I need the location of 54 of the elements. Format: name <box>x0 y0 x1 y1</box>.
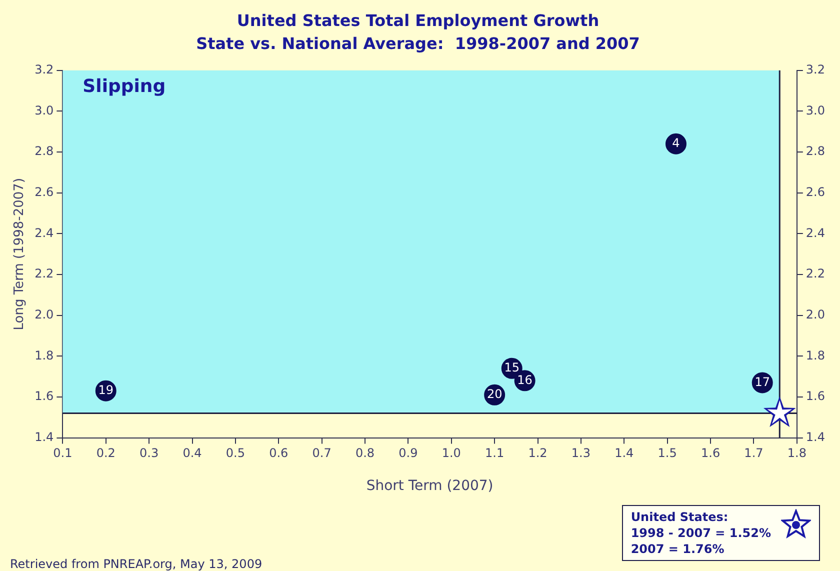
x-tick-label: 0.9 <box>398 446 418 460</box>
x-tick-label: 1.7 <box>744 446 764 460</box>
y2-tick-label: 2.6 <box>806 184 826 199</box>
y2-tick-label: 2.0 <box>806 307 826 322</box>
x-tick-label: 0.4 <box>182 446 202 460</box>
x-tick-label: 1.0 <box>442 446 461 460</box>
y-tick-label: 3.2 <box>34 62 54 77</box>
x-tick-label: 0.6 <box>269 446 288 460</box>
y2-tick-label: 2.2 <box>806 266 826 281</box>
x-tick-label: 0.7 <box>312 446 332 460</box>
text: 1998 - 2007 = 1.52% <box>630 525 771 541</box>
text: Retrieved from PNREAP.org, May 13, 2009 <box>10 557 262 571</box>
text: United States: <box>630 509 730 525</box>
x-tick-label: 0.1 <box>53 446 72 460</box>
x-tick-label: 1.2 <box>528 446 548 460</box>
x-axis-title: Short Term (2007) <box>366 478 494 494</box>
x-tick-label: 1.5 <box>658 446 677 460</box>
y2-tick-label: 2.8 <box>806 144 826 158</box>
chart-title: United States Total Employment Growth <box>236 10 600 30</box>
y-tick-label: 2.6 <box>34 184 54 199</box>
annotation: 20 <box>486 387 502 402</box>
band-label: Slipping <box>82 76 166 98</box>
y-tick-label: 2.8 <box>34 144 54 158</box>
x-tick-label: 1.1 <box>485 446 504 460</box>
point <box>763 396 796 428</box>
y-tick-label: 3.0 <box>34 103 54 118</box>
y-tick-label: 2.0 <box>34 307 54 322</box>
y-axis-title: Long Term (1998-2007) <box>12 178 28 330</box>
y-tick-label: 2.4 <box>34 226 54 240</box>
y2-tick-label: 1.4 <box>806 430 826 444</box>
annotation: 15 <box>504 360 520 375</box>
y-tick-label: 1.4 <box>34 430 54 444</box>
x-tick-label: 1.3 <box>571 446 591 460</box>
annotation: 4 <box>672 136 680 150</box>
x-tick-label: 1.8 <box>787 446 806 460</box>
y-tick-label: 1.8 <box>34 348 54 362</box>
y2-tick-label: 1.8 <box>806 348 826 362</box>
y2-tick-label: 3.0 <box>806 103 826 118</box>
y2-tick-label: 2.4 <box>806 226 826 240</box>
annotation: 16 <box>517 372 532 387</box>
y2-tick-label: 1.6 <box>806 389 826 404</box>
text: 2007 = 1.76% <box>630 541 726 557</box>
x-tick-label: 0.5 <box>226 446 245 460</box>
x-tick-label: 1.6 <box>700 446 720 460</box>
chart-subtitle: State vs. National Average: 1998-2007 and 2007 <box>196 34 640 53</box>
y-tick-label: 2.2 <box>34 266 54 281</box>
x-tick-label: 0.8 <box>355 446 375 460</box>
annotation: 19 <box>98 382 114 397</box>
y-tick-label: 1.6 <box>34 389 54 404</box>
x-tick-label: 0.2 <box>96 446 116 460</box>
y2-tick-label: 3.2 <box>806 62 826 77</box>
annotation: 17 <box>754 374 770 389</box>
x-tick-label: 1.4 <box>614 446 634 460</box>
x-tick-label: 0.3 <box>140 446 159 460</box>
